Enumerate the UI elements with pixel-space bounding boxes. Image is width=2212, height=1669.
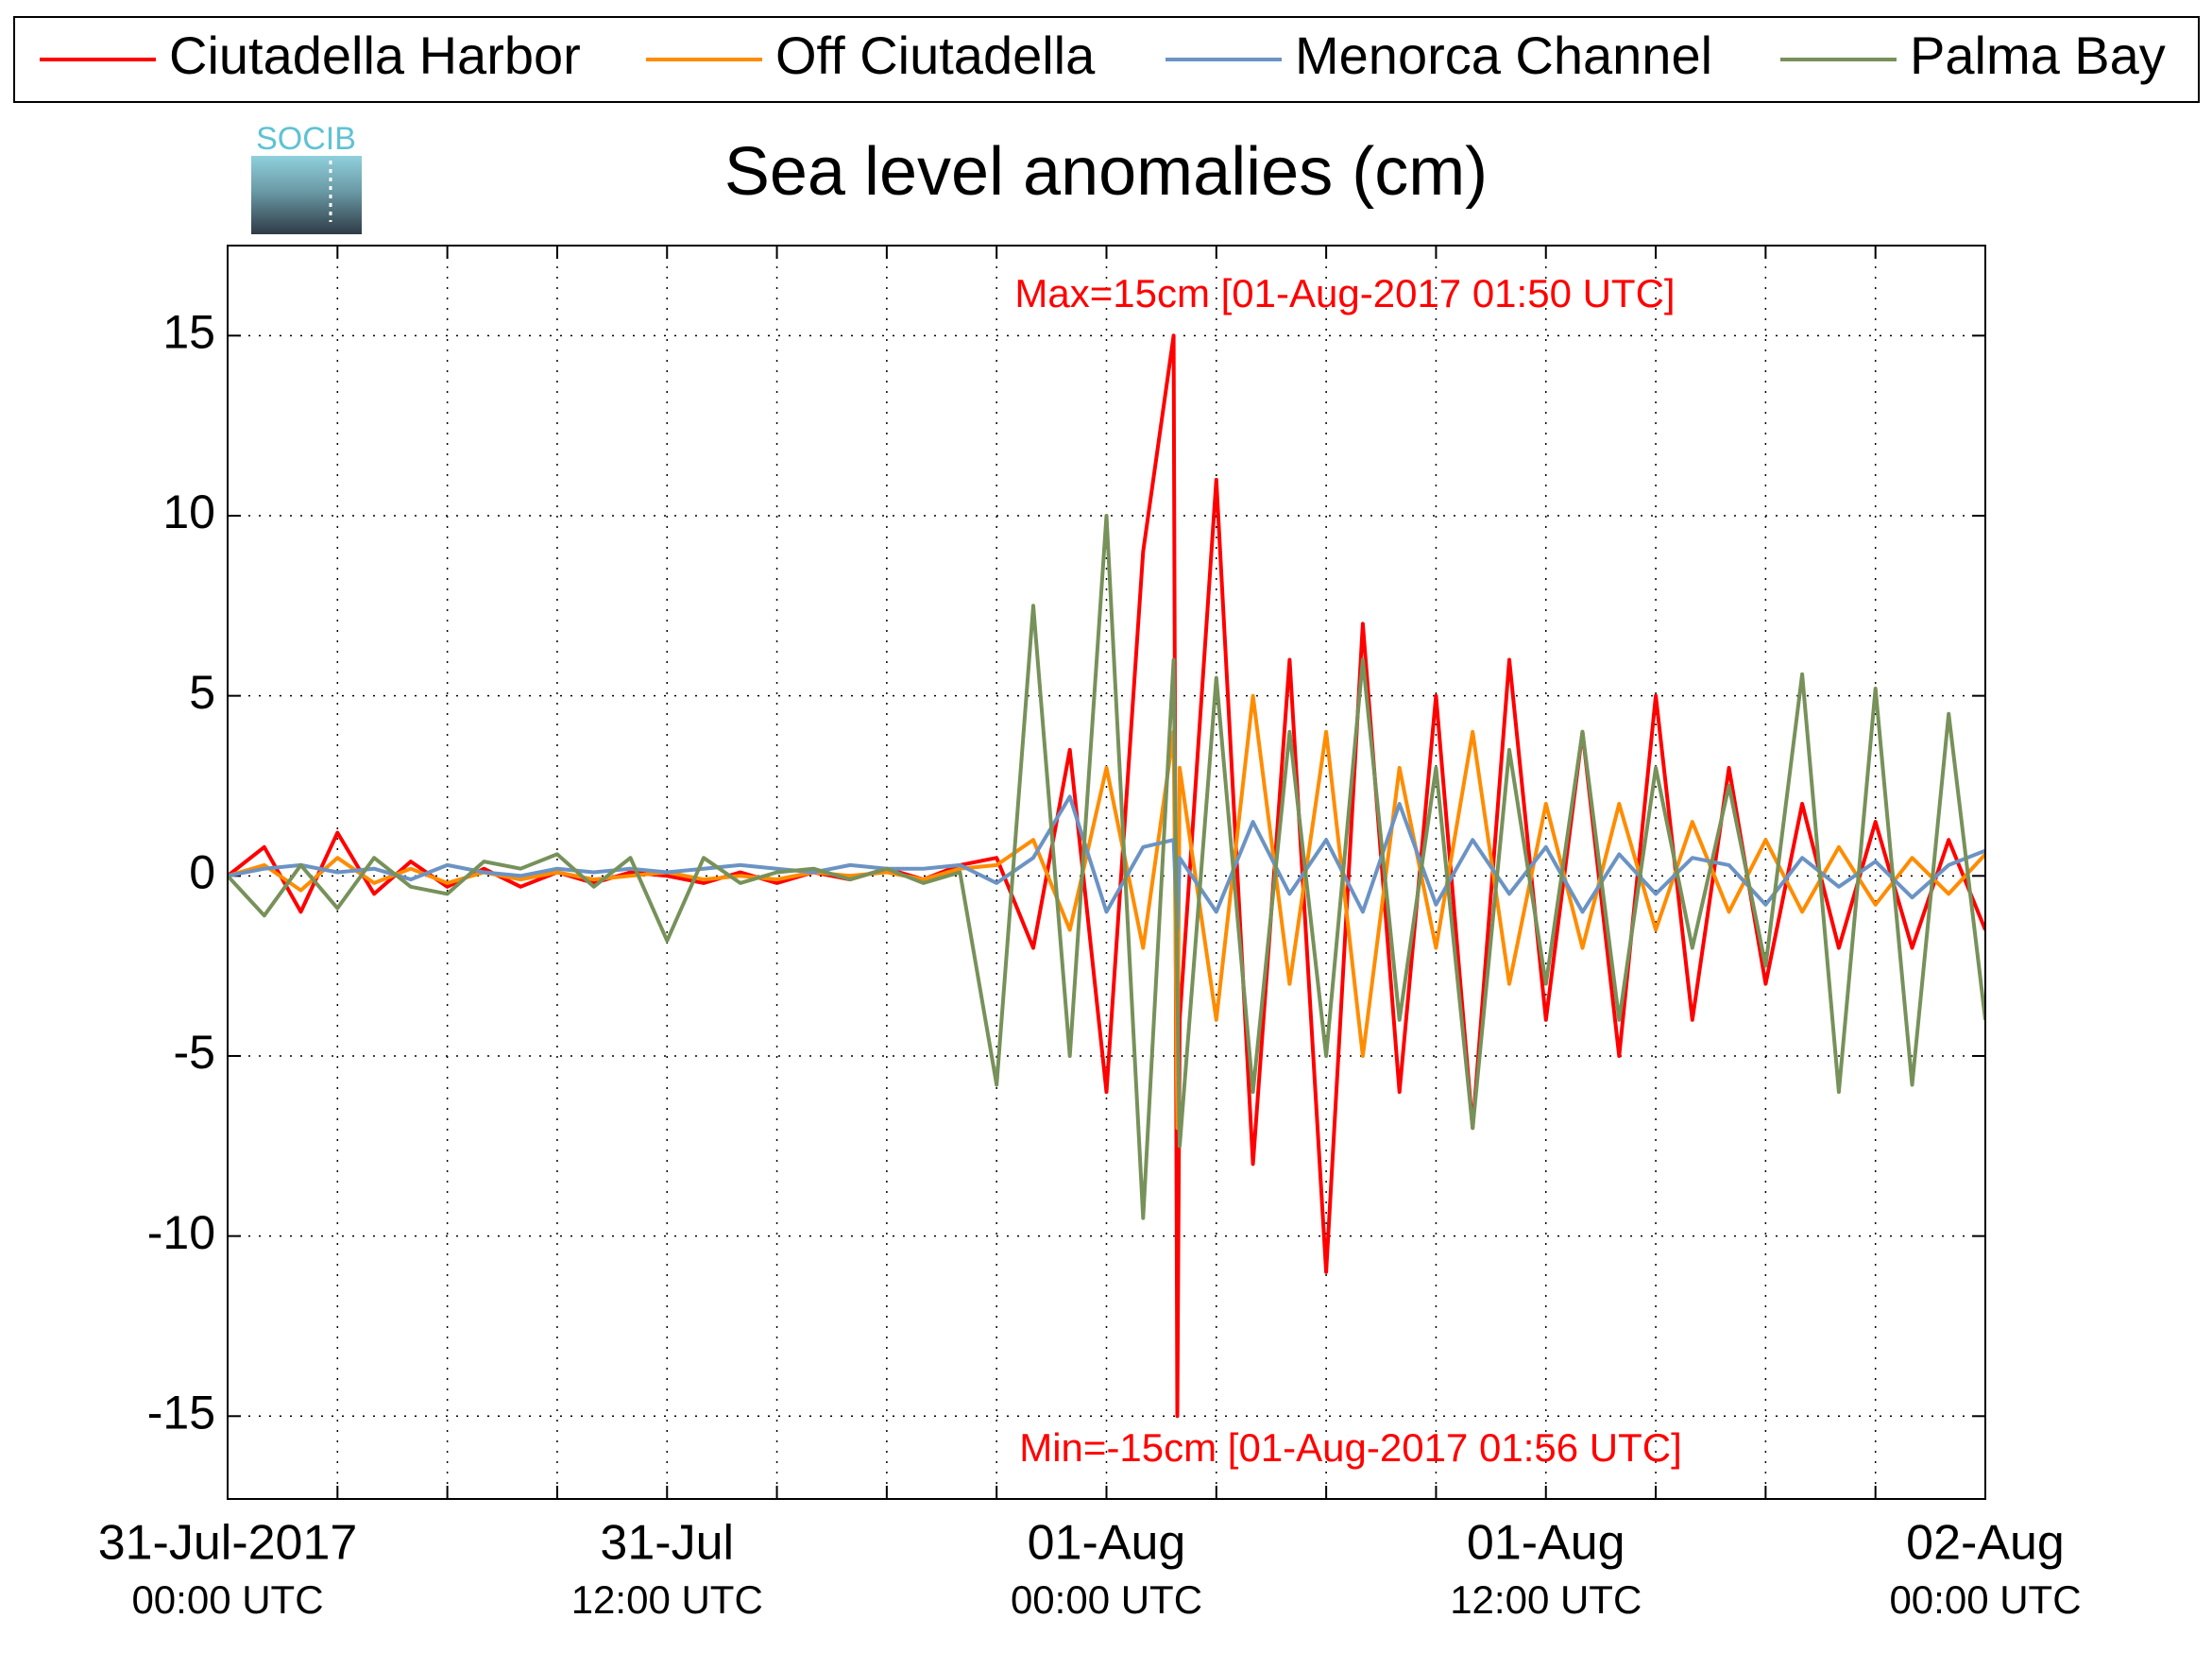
series-line <box>228 693 1985 1131</box>
logo-text: SOCIB <box>256 121 356 157</box>
series-line <box>228 514 1985 1220</box>
x-tick-sublabel: 12:00 UTC <box>571 1577 763 1622</box>
legend-label: Off Ciutadella <box>775 26 1096 85</box>
x-tick-sublabel: 00:00 UTC <box>1889 1577 2081 1622</box>
x-tick-label: 02-Aug <box>1906 1516 2065 1571</box>
y-tick-label: -10 <box>147 1206 215 1259</box>
x-tick-label: 31-Jul-2017 <box>98 1516 358 1571</box>
chart-title: Sea level anomalies (cm) <box>724 134 1488 210</box>
annotation: Min=-15cm [01-Aug-2017 01:56 UTC] <box>1019 1425 1682 1470</box>
x-tick-label: 01-Aug <box>1467 1516 1625 1571</box>
legend-label: Menorca Channel <box>1295 26 1712 85</box>
y-tick-label: 5 <box>189 666 215 719</box>
y-tick-label: 15 <box>162 306 215 359</box>
annotation: Max=15cm [01-Aug-2017 01:50 UTC] <box>1014 271 1675 315</box>
x-tick-label: 01-Aug <box>1028 1516 1186 1571</box>
x-tick-sublabel: 12:00 UTC <box>1450 1577 1642 1622</box>
x-tick-label: 31-Jul <box>600 1516 734 1571</box>
y-tick-label: 0 <box>189 846 215 899</box>
legend-label: Palma Bay <box>1910 26 2166 85</box>
x-tick-sublabel: 00:00 UTC <box>131 1577 323 1622</box>
series-line <box>228 333 1985 1419</box>
y-tick-label: -15 <box>147 1386 215 1439</box>
logo: SOCIB <box>251 121 362 234</box>
x-tick-sublabel: 00:00 UTC <box>1011 1577 1202 1622</box>
legend-label: Ciutadella Harbor <box>169 26 581 85</box>
y-tick-label: -5 <box>174 1026 215 1079</box>
logo-wave <box>251 156 362 234</box>
plot-frame <box>227 245 1986 1500</box>
series-line <box>228 794 1985 932</box>
y-tick-label: 10 <box>162 485 215 538</box>
